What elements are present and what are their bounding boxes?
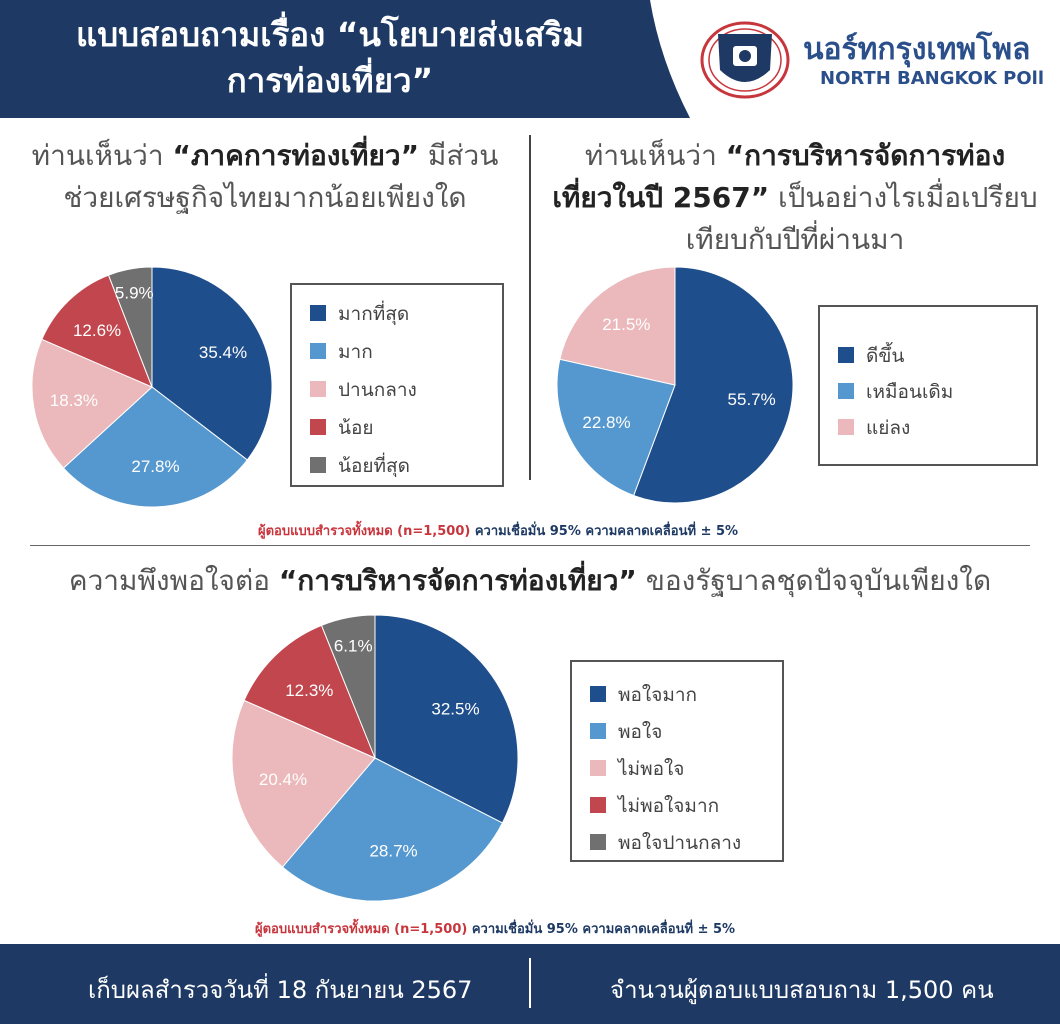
q2-line3: เทียบกับปีที่ผ่านมา	[685, 223, 905, 256]
legend-swatch	[310, 381, 326, 397]
pie-data-label: 18.3%	[50, 391, 98, 410]
legend-label: มาก	[338, 341, 373, 363]
pie-chart-economy: 35.4% 27.8% 18.3% 12.6% 5.9%	[31, 266, 273, 508]
pie-slice	[62, 386, 248, 508]
brand-name-thai: นอร์ทกรุงเทพโพล	[803, 32, 1031, 67]
pie-slice	[374, 614, 519, 824]
legend-label: มากที่สุด	[338, 303, 410, 325]
legend-chart-3: พอใจมาก พอใจ ไม่พอใจ ไม่พอใจมาก พอใจปานก…	[570, 660, 784, 862]
pie-data-label: 35.4%	[199, 343, 247, 362]
question-2-title: ท่านเห็นว่า “การบริหารจัดการท่อง เที่ยวใ…	[540, 135, 1050, 261]
pie-slice	[556, 358, 676, 497]
legend-swatch	[590, 760, 606, 776]
pie-data-label: 5.9%	[115, 284, 154, 303]
q2-bold1: “การบริหารจัดการท่อง	[725, 139, 1006, 172]
pie-data-label: 12.3%	[285, 681, 333, 700]
legend-swatch	[310, 419, 326, 435]
legend-label: ดีขึ้น	[866, 345, 905, 367]
q3-bold: “การบริหารจัดการท่องเที่ยว”	[278, 564, 637, 597]
q2-bold2: เที่ยวในปี 2567”	[552, 181, 770, 214]
footer-divider	[529, 958, 531, 1008]
q1-pre: ท่านเห็นว่า	[31, 139, 173, 172]
pie-chart-satisfaction: 32.5% 28.7% 20.4% 12.3% 6.1%	[231, 614, 519, 902]
footer-survey-date: เก็บผลสำรวจวันที่ 18 กันยายน 2567	[88, 976, 473, 1004]
legend-swatch	[838, 347, 854, 363]
pie-data-label: 27.8%	[131, 457, 179, 476]
legend-swatch	[590, 834, 606, 850]
pie-slice	[31, 338, 153, 469]
legend-label: น้อย	[338, 417, 374, 439]
pie-slice	[151, 266, 273, 461]
title-line-1: แบบสอบถามเรื่อง “นโยบายส่งเสริม	[75, 15, 585, 54]
brand-name-english: NORTH BANGKOK POll	[820, 68, 1045, 89]
q3-post: ของรัฐบาลชุดปัจจุบันเพียงใด	[636, 564, 992, 597]
legend-swatch	[838, 419, 854, 435]
vertical-divider	[529, 135, 531, 480]
pie-data-label: 12.6%	[73, 321, 121, 340]
legend-label: พอใจมาก	[618, 684, 698, 706]
sample-note-red: ผู้ตอบแบบสำรวจทั้งหมด (n=1,500)	[255, 922, 468, 937]
pie-slice	[107, 266, 153, 388]
legend-label: ปานกลาง	[338, 379, 417, 401]
legend-swatch	[590, 723, 606, 739]
pie-slice	[559, 266, 676, 386]
sample-note-top: ผู้ตอบแบบสำรวจทั้งหมด (n=1,500) ความเชื่…	[258, 520, 738, 541]
title-line-2: การท่องเที่ยว”	[226, 61, 434, 100]
pie-chart-management-2567: 55.7% 22.8% 21.5%	[556, 266, 794, 504]
pie-data-label: 32.5%	[431, 700, 479, 719]
legend-label: แย่ลง	[866, 417, 911, 439]
pie-slice	[632, 266, 794, 504]
sample-note-blue: ความเชื่อมั่น 95% ความคลาดเคลื่อนที่ ± 5…	[470, 524, 739, 539]
legend-chart-1: มากที่สุด มาก ปานกลาง น้อย น้อยที่สุด	[290, 283, 504, 487]
pie-slice	[281, 757, 504, 902]
pie-data-label: 28.7%	[369, 842, 417, 861]
q1-line2: ช่วยเศรษฐกิจไทยมากน้อยเพียงใด	[63, 181, 467, 214]
q2-pre: ท่านเห็นว่า	[584, 139, 726, 172]
pie-slice	[320, 614, 376, 759]
legend-chart-2: ดีขึ้น เหมือนเดิม แย่ลง	[818, 305, 1038, 466]
legend-swatch	[310, 457, 326, 473]
horizontal-divider	[30, 545, 1030, 546]
q1-post: มีส่วน	[419, 139, 499, 172]
legend-label: ไม่พอใจ	[618, 758, 685, 780]
q1-bold: “ภาคการท่องเที่ยว”	[172, 139, 420, 172]
legend-label: พอใจ	[618, 721, 663, 743]
sample-note-bottom: ผู้ตอบแบบสำรวจทั้งหมด (n=1,500) ความเชื่…	[255, 918, 735, 939]
legend-swatch	[590, 686, 606, 702]
legend-swatch	[310, 305, 326, 321]
footer-respondents: จำนวนผู้ตอบแบบสอบถาม 1,500 คน	[610, 976, 994, 1004]
legend-label: พอใจปานกลาง	[618, 832, 742, 854]
legend-label: เหมือนเดิม	[866, 381, 954, 403]
pie-data-label: 21.5%	[602, 315, 650, 334]
question-3-title: ความพึงพอใจต่อ “การบริหารจัดการท่องเที่ย…	[10, 560, 1050, 602]
question-1-title: ท่านเห็นว่า “ภาคการท่องเที่ยว” มีส่วน ช่…	[10, 135, 520, 219]
legend-swatch	[590, 797, 606, 813]
legend-label: ไม่พอใจมาก	[618, 795, 720, 817]
q2-post2: เป็นอย่างไรเมื่อเปรียบ	[769, 181, 1038, 214]
legend-swatch	[310, 343, 326, 359]
pie-data-label: 20.4%	[259, 770, 307, 789]
q3-pre: ความพึงพอใจต่อ	[68, 564, 279, 597]
sample-note-blue: ความเชื่อมั่น 95% ความคลาดเคลื่อนที่ ± 5…	[467, 922, 736, 937]
legend-label: น้อยที่สุด	[338, 455, 410, 477]
pie-slice	[41, 274, 153, 388]
legend-swatch	[838, 383, 854, 399]
sample-note-red: ผู้ตอบแบบสำรวจทั้งหมด (n=1,500)	[258, 524, 471, 539]
pie-data-label: 55.7%	[728, 390, 776, 409]
pie-slice	[243, 624, 376, 759]
pie-data-label: 6.1%	[334, 637, 373, 656]
page-title: แบบสอบถามเรื่อง “นโยบายส่งเสริม การท่องเ…	[10, 12, 650, 104]
pie-slice	[231, 699, 376, 868]
pie-data-label: 22.8%	[582, 413, 630, 432]
poll-logo-icon	[700, 21, 790, 99]
